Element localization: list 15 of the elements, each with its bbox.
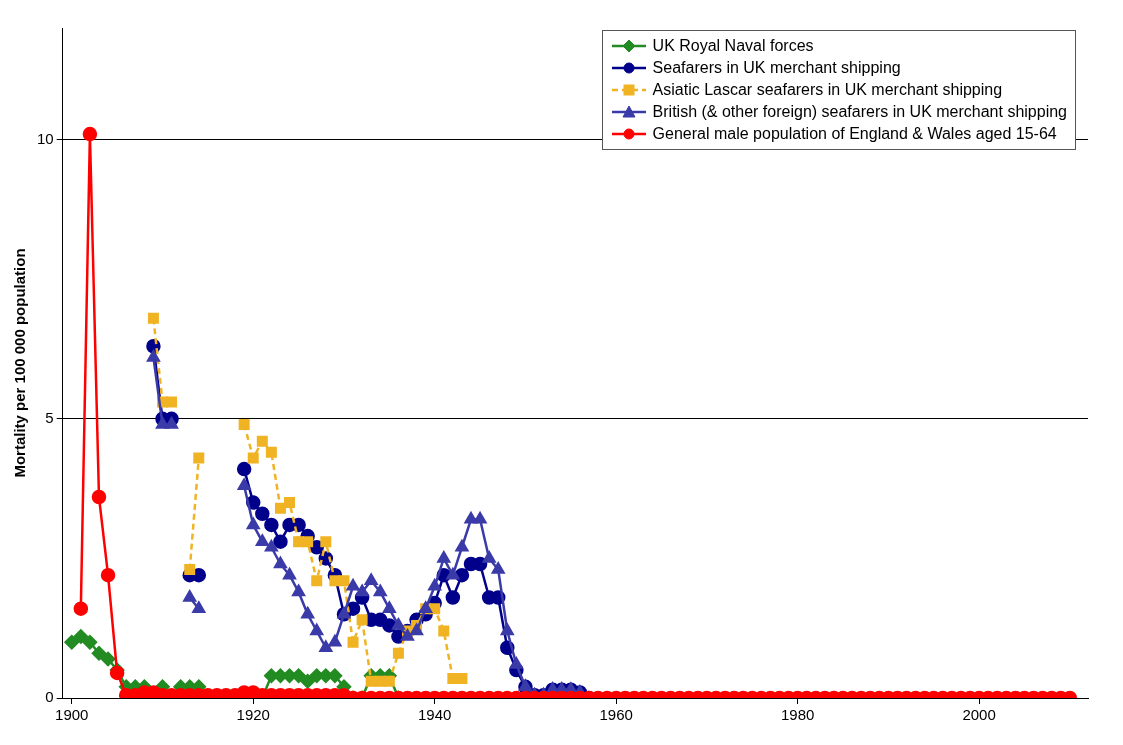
x-tick-label: 1900 — [55, 706, 89, 724]
x-tick-label: 1920 — [236, 706, 270, 724]
y-tick-label: 5 — [45, 408, 54, 426]
legend-label: Seafarers in UK merchant shipping — [652, 58, 901, 78]
legend-label: British (& other foreign) seafarers in UK merchant shipping — [652, 102, 1067, 122]
y-tick-label: 10 — [37, 129, 54, 147]
x-tick-label: 1960 — [599, 706, 633, 724]
y-tick-label: 0 — [45, 688, 54, 706]
x-tick-label: 1980 — [780, 706, 815, 724]
x-tick-label: 2000 — [962, 706, 996, 724]
legend-label: General male population of England & Wales aged 15-64 — [652, 124, 1057, 144]
x-tick-label: 1940 — [418, 706, 452, 724]
y-axis-title: Mortality per 100 000 population — [11, 248, 29, 478]
legend-label: UK Royal Naval forces — [652, 36, 814, 56]
legend-label: Asiatic Lascar seafarers in UK merchant shipping — [652, 80, 1003, 100]
